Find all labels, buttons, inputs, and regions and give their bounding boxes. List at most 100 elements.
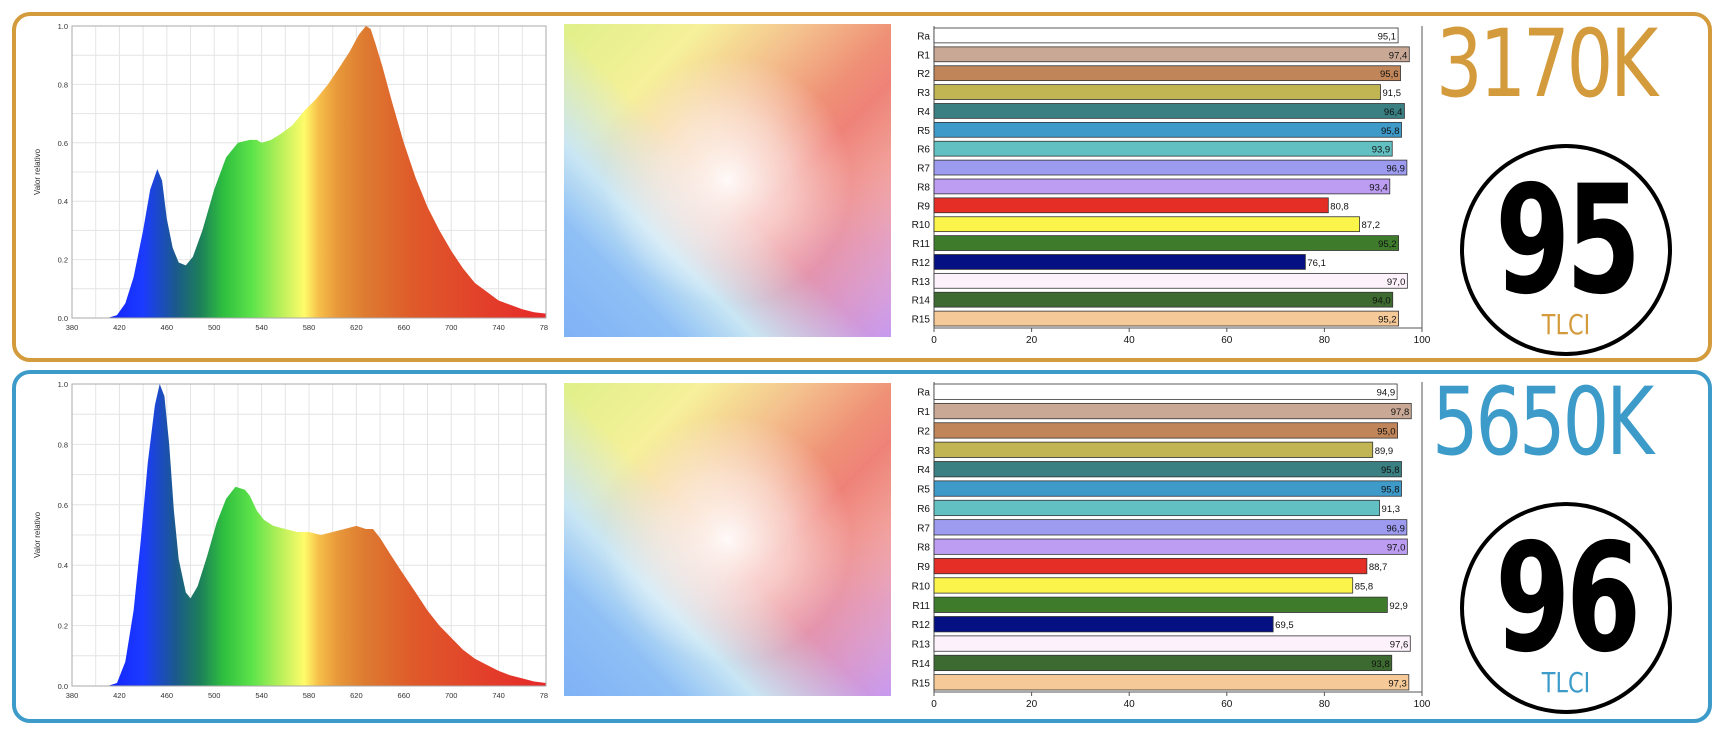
x-tick-label: 660 bbox=[398, 323, 411, 332]
x-tick-label: 100 bbox=[1414, 699, 1431, 710]
tlci-label: TLCI bbox=[1541, 308, 1591, 341]
cri-bar-ra bbox=[933, 383, 1398, 400]
cri-bar-r13 bbox=[933, 635, 1411, 652]
cri-bar-chart: Ra 94,9 R1 97,8 R2 95,0 R3 89,9 R4 95,8 R5 95,8 R6 91… bbox=[900, 380, 1432, 714]
cri-label: R7 bbox=[917, 523, 930, 534]
cri-value-label: 91,3 bbox=[1382, 504, 1401, 515]
cri-value-label: 95,2 bbox=[1378, 315, 1397, 326]
cri-label: R1 bbox=[917, 407, 930, 418]
cri-label: R4 bbox=[917, 107, 930, 118]
cri-bar-r3 bbox=[933, 441, 1374, 458]
x-tick-label: 380 bbox=[66, 323, 79, 332]
cri-bar-r7 bbox=[933, 519, 1408, 536]
cri-value-label: 69,5 bbox=[1275, 620, 1294, 631]
cri-value-label: 95,6 bbox=[1380, 69, 1399, 80]
cri-value-label: 80,8 bbox=[1330, 201, 1349, 212]
cri-bar-r1 bbox=[933, 46, 1410, 63]
cri-label: R10 bbox=[912, 220, 931, 231]
cri-label: R10 bbox=[912, 581, 931, 592]
spectrum-area bbox=[72, 384, 546, 686]
tlci-value: 95 bbox=[1495, 154, 1641, 328]
cri-value-label: 97,0 bbox=[1387, 543, 1406, 554]
cri-label: R2 bbox=[917, 426, 930, 437]
x-tick-label: 420 bbox=[113, 691, 126, 700]
cri-value-label: 97,4 bbox=[1389, 50, 1408, 61]
spectrum-chart: 380 420 460 500 540 580 620 660 700 740 780 0.0 0.2 0… bbox=[28, 376, 548, 706]
cri-bar-r12 bbox=[933, 254, 1306, 270]
x-tick-label: 460 bbox=[161, 691, 174, 700]
cri-bar-r14 bbox=[933, 291, 1394, 308]
spectrum-area bbox=[72, 26, 546, 318]
cri-value-label: 97,8 bbox=[1391, 407, 1410, 418]
cri-value-label: 93,4 bbox=[1369, 182, 1388, 193]
y-tick-label: 0.8 bbox=[58, 440, 68, 449]
cri-label: R13 bbox=[912, 640, 931, 651]
cri-value-label: 91,5 bbox=[1383, 88, 1402, 99]
spectrum-chart: 380 420 460 500 540 580 620 660 700 740 780 0.0 0.2 0… bbox=[28, 18, 548, 338]
x-tick-label: 700 bbox=[445, 323, 458, 332]
cri-bar-r12 bbox=[933, 616, 1274, 633]
y-tick-label: 0.0 bbox=[58, 314, 68, 323]
color-rendering-polar-chart bbox=[564, 24, 891, 337]
x-tick-label: 420 bbox=[113, 323, 126, 332]
cri-bar-chart: Ra 95,1 R1 97,4 R2 95,6 R3 91,5 R4 96,4 R5 95,8 R6 93… bbox=[900, 24, 1432, 350]
cri-bar-r11 bbox=[933, 596, 1388, 613]
cri-bar-r8 bbox=[933, 178, 1391, 195]
cri-label: R1 bbox=[917, 50, 930, 61]
cri-label: R2 bbox=[917, 69, 930, 80]
x-tick-label: 660 bbox=[398, 691, 411, 700]
x-tick-label: 700 bbox=[445, 691, 458, 700]
x-tick-label: 580 bbox=[303, 691, 316, 700]
cri-bar-r5 bbox=[933, 121, 1402, 138]
x-tick-label: 380 bbox=[66, 691, 79, 700]
y-tick-label: 0.8 bbox=[58, 80, 68, 89]
y-axis-label: Valor relativo bbox=[33, 148, 42, 195]
cri-label: R15 bbox=[912, 315, 931, 326]
cri-value-label: 94,0 bbox=[1372, 296, 1391, 307]
y-axis-label: Valor relativo bbox=[33, 511, 42, 558]
cri-value-label: 76,1 bbox=[1307, 258, 1326, 269]
cri-label: R13 bbox=[912, 277, 931, 288]
cri-value-label: 85,8 bbox=[1355, 581, 1374, 592]
cri-bar-r9 bbox=[933, 197, 1329, 214]
cri-bar-r10 bbox=[933, 216, 1360, 233]
cri-value-label: 95,8 bbox=[1381, 485, 1400, 496]
cri-label: R15 bbox=[912, 678, 931, 689]
cri-bar-r6 bbox=[933, 140, 1393, 157]
x-tick-label: 0 bbox=[931, 335, 937, 346]
cri-label: R3 bbox=[917, 88, 930, 99]
cri-label: R11 bbox=[912, 239, 930, 250]
x-tick-label: 780 bbox=[540, 691, 548, 700]
tlci-value: 96 bbox=[1495, 512, 1641, 686]
cri-label: R9 bbox=[917, 562, 930, 573]
cri-label: R4 bbox=[917, 465, 930, 476]
cri-label: R5 bbox=[917, 126, 930, 137]
y-tick-label: 0.0 bbox=[58, 682, 68, 691]
cri-value-label: 88,7 bbox=[1369, 562, 1388, 573]
cri-value-label: 89,9 bbox=[1375, 446, 1394, 457]
cri-value-label: 97,3 bbox=[1388, 678, 1407, 689]
cri-label: R11 bbox=[912, 601, 930, 612]
cri-value-label: 96,9 bbox=[1386, 164, 1405, 175]
x-tick-label: 460 bbox=[161, 323, 174, 332]
x-tick-label: 540 bbox=[255, 691, 268, 700]
cri-value-label: 97,0 bbox=[1387, 277, 1406, 288]
x-tick-label: 540 bbox=[255, 323, 268, 332]
cri-bar-r10 bbox=[933, 577, 1354, 594]
x-tick-label: 780 bbox=[540, 323, 548, 332]
cri-label: R14 bbox=[912, 659, 931, 670]
y-tick-label: 0.6 bbox=[58, 139, 68, 148]
x-tick-label: 20 bbox=[1026, 699, 1038, 710]
y-tick-label: 1.0 bbox=[58, 380, 68, 389]
cri-label: R12 bbox=[912, 258, 931, 269]
cri-value-label: 95,0 bbox=[1377, 426, 1396, 437]
cri-bar-ra bbox=[933, 27, 1399, 44]
cri-value-label: 96,4 bbox=[1384, 107, 1403, 118]
cri-label: R6 bbox=[917, 145, 930, 156]
x-tick-label: 740 bbox=[492, 691, 505, 700]
x-tick-label: 500 bbox=[208, 691, 221, 700]
cri-bar-r13 bbox=[933, 272, 1408, 289]
cri-bar-r14 bbox=[933, 654, 1393, 672]
color-rendering-polar-chart bbox=[564, 383, 891, 696]
x-tick-label: 60 bbox=[1221, 699, 1233, 710]
